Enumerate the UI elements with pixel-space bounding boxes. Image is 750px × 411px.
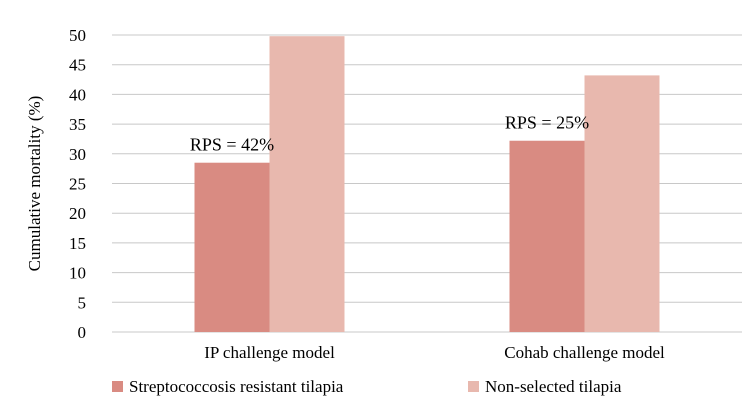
bar bbox=[269, 36, 345, 333]
y-tick-labels: 0 5 10 15 20 25 30 35 40 45 50 bbox=[69, 26, 86, 342]
y-tick-label: 35 bbox=[69, 115, 86, 134]
y-tick-label: 15 bbox=[69, 234, 86, 253]
x-tick-label: Cohab challenge model bbox=[504, 343, 665, 362]
legend-label: Non-selected tilapia bbox=[485, 377, 622, 396]
annotations: RPS = 42% RPS = 25% bbox=[190, 113, 589, 155]
bar bbox=[509, 140, 585, 332]
legend: Streptococcosis resistant tilapia Non-sel… bbox=[112, 377, 622, 396]
legend-label: Streptococcosis resistant tilapia bbox=[129, 377, 344, 396]
x-tick-label: IP challenge model bbox=[204, 343, 335, 362]
y-tick-label: 20 bbox=[69, 204, 86, 223]
bar bbox=[584, 75, 660, 332]
rps-annotation: RPS = 25% bbox=[505, 113, 589, 133]
bar bbox=[194, 162, 270, 332]
y-axis-title: Cumulative mortality (%) bbox=[25, 96, 44, 272]
legend-swatch bbox=[468, 381, 479, 392]
bars bbox=[194, 36, 660, 333]
y-tick-label: 50 bbox=[69, 26, 86, 45]
y-tick-label: 0 bbox=[78, 323, 87, 342]
y-tick-label: 30 bbox=[69, 145, 86, 164]
legend-swatch bbox=[112, 381, 123, 392]
y-tick-label: 40 bbox=[69, 85, 86, 104]
y-tick-label: 25 bbox=[69, 175, 86, 194]
rps-annotation: RPS = 42% bbox=[190, 135, 274, 155]
y-tick-label: 5 bbox=[78, 293, 87, 312]
y-tick-label: 45 bbox=[69, 56, 86, 75]
x-tick-labels: IP challenge model Cohab challenge model bbox=[204, 343, 665, 362]
y-tick-label: 10 bbox=[69, 264, 86, 283]
